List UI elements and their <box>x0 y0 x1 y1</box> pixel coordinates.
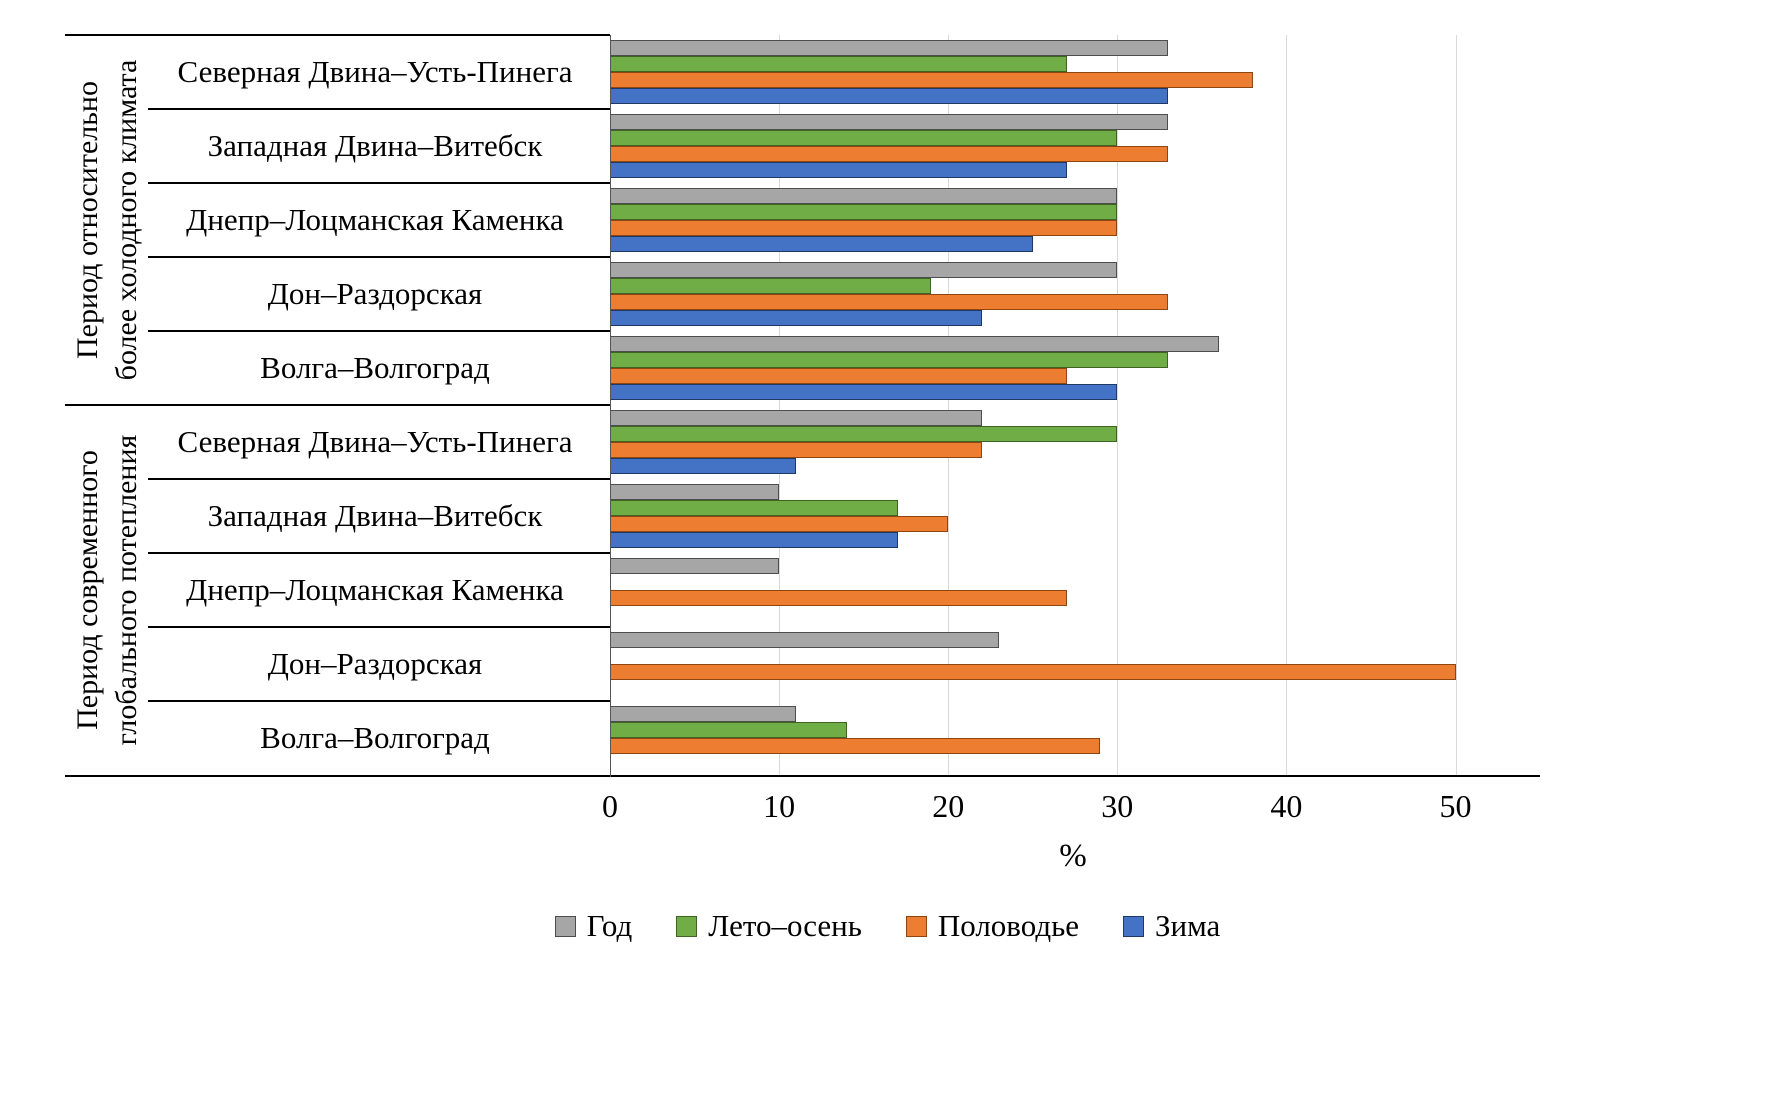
gridline <box>1286 35 1288 775</box>
legend-swatch-winter <box>1123 915 1145 937</box>
category-label-river: Западная Двина–Витебск <box>207 128 543 163</box>
y-axis-line <box>610 35 611 777</box>
separator-line <box>148 478 610 480</box>
category-label-river: Северная Двина–Усть-Пинега <box>177 424 573 459</box>
legend-item-winter: Зима <box>1123 908 1220 944</box>
separator-line <box>148 256 610 258</box>
x-tick-label: 50 <box>1439 788 1472 824</box>
x-axis-line <box>65 775 1540 777</box>
x-axis-title: % <box>1059 838 1087 874</box>
x-tick-label: 40 <box>1270 788 1303 824</box>
category-label-river: Днепр–Лоцманская Каменка <box>186 572 564 607</box>
legend-label-winter: Зима <box>1155 908 1221 943</box>
separator-line <box>148 330 610 332</box>
gridline <box>948 35 950 775</box>
legend-label-summer-autumn: Лето–осень <box>708 908 862 943</box>
legend-item-flood: Половодье <box>905 908 1080 944</box>
legend-label-year: Год <box>586 908 633 943</box>
legend-item-year: Год <box>554 908 633 944</box>
separator-line <box>65 404 610 406</box>
separator-line <box>148 182 610 184</box>
x-tick-label: 0 <box>602 788 618 824</box>
category-label-river: Волга–Волгоград <box>260 350 490 385</box>
category-label-river: Северная Двина–Усть-Пинега <box>177 54 573 89</box>
category-label-river: Волга–Волгоград <box>260 720 490 755</box>
category-label-river: Днепр–Лоцманская Каменка <box>186 202 564 237</box>
category-label-river: Западная Двина–Витебск <box>207 498 543 533</box>
x-tick-label: 10 <box>763 788 796 824</box>
x-tick-label: 30 <box>1101 788 1134 824</box>
legend-swatch-flood <box>905 915 927 937</box>
gridline <box>1117 35 1119 775</box>
separator-line <box>65 34 610 36</box>
legend-swatch-year <box>554 915 576 937</box>
category-label-river: Дон–Раздорская <box>267 276 483 311</box>
legend: Год Лето–осень Половодье Зима <box>0 908 1775 944</box>
legend-label-flood: Половодье <box>937 908 1080 943</box>
legend-item-summer-autumn: Лето–осень <box>676 908 862 944</box>
separator-line <box>148 626 610 628</box>
plot-area <box>610 35 1540 775</box>
separator-line <box>148 552 610 554</box>
legend-swatch-summer-autumn <box>676 915 698 937</box>
separator-line <box>148 108 610 110</box>
separator-line <box>148 700 610 702</box>
gridline <box>1455 35 1457 775</box>
category-label-river: Дон–Раздорская <box>267 646 483 681</box>
x-tick-label: 20 <box>932 788 965 824</box>
gridline <box>779 35 781 775</box>
